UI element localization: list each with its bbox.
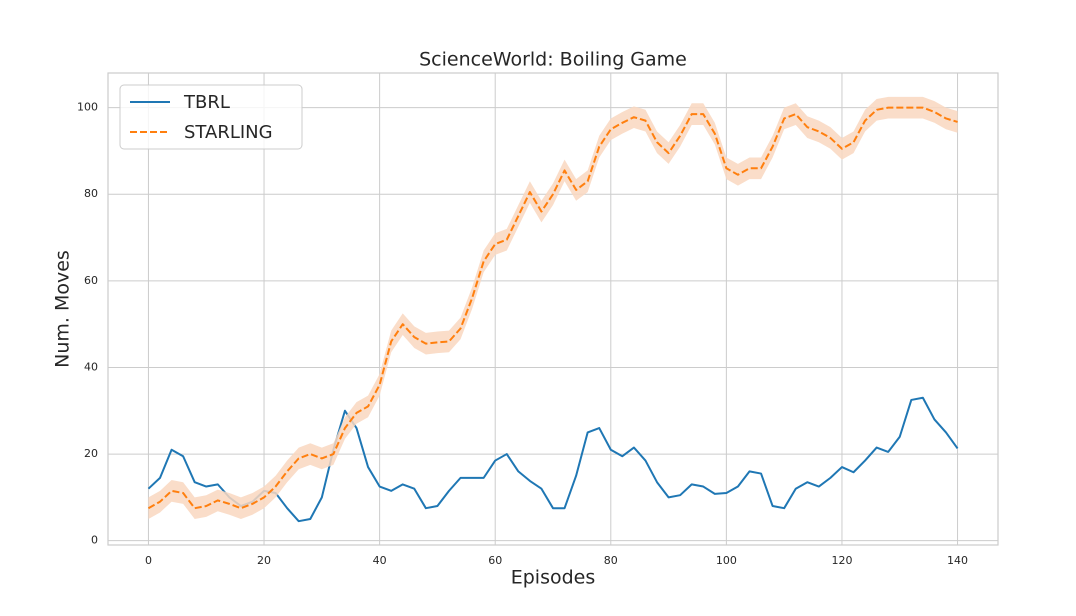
x-axis-label: Episodes [511,567,596,589]
y-tick-label: 60 [84,274,98,287]
series-line [147,106,958,510]
x-tick-label: 0 [145,554,152,567]
y-tick-label: 80 [84,187,98,200]
plot-frame [107,72,999,546]
x-tick-label: 100 [716,554,737,567]
x-tick-label: 40 [373,554,387,567]
y-tick-label: 40 [84,360,98,373]
x-tick-label: 80 [604,554,618,567]
series-line [147,396,959,523]
chart-title: ScienceWorld: Boiling Game [419,49,687,71]
x-tick-label: 120 [831,554,852,567]
y-tick-label: 0 [91,534,98,547]
x-tick-label: 20 [257,554,271,567]
y-tick-label: 20 [84,447,98,460]
y-tick-label: 100 [77,101,98,114]
legend-label: TBRL [183,92,230,113]
legend-label: STARLING [184,122,273,143]
x-tick-label: 140 [947,554,968,567]
y-axis-label: Num. Moves [52,250,74,368]
x-tick-label: 60 [488,554,502,567]
confidence-band [148,96,958,520]
